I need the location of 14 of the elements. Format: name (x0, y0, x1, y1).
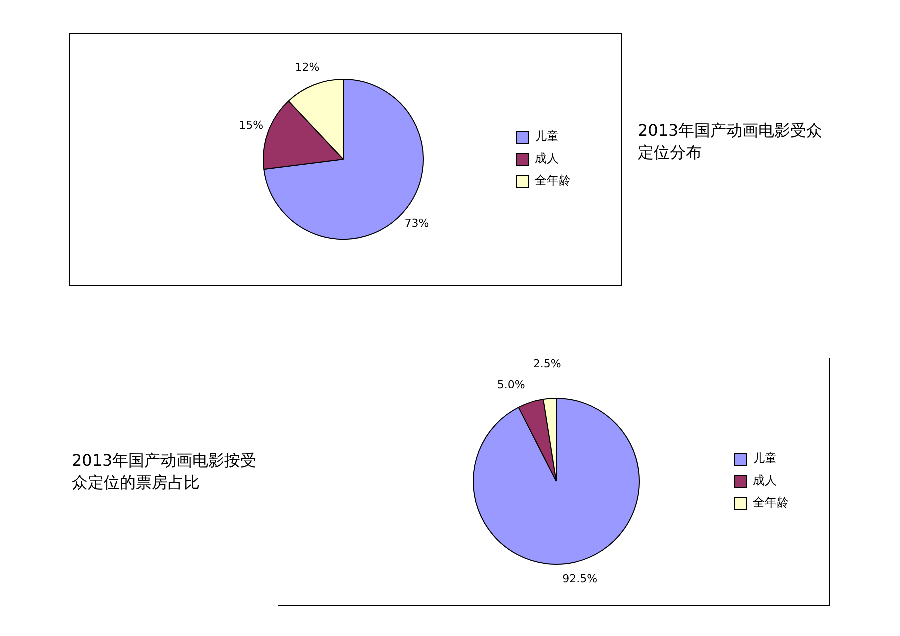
data-label: 73% (404, 217, 430, 230)
legend-label: 全年龄 (753, 496, 789, 510)
legend-label: 儿童 (753, 452, 777, 466)
data-label: 12% (295, 61, 320, 74)
data-label: 15% (239, 119, 264, 132)
legend-label: 成人 (753, 474, 777, 488)
text: 2013年国产动画电影受众定位分布 (638, 120, 824, 164)
legend-label: 儿童 (535, 130, 559, 144)
text: 2013年国产动画电影按受众定位的票房占比 (72, 450, 258, 494)
legend-label: 全年龄 (535, 174, 571, 188)
data-label: 92.5% (562, 572, 598, 586)
legend-label: 成人 (535, 152, 559, 166)
data-label: 5.0% (497, 378, 526, 392)
data-label: 2.5% (533, 358, 562, 371)
